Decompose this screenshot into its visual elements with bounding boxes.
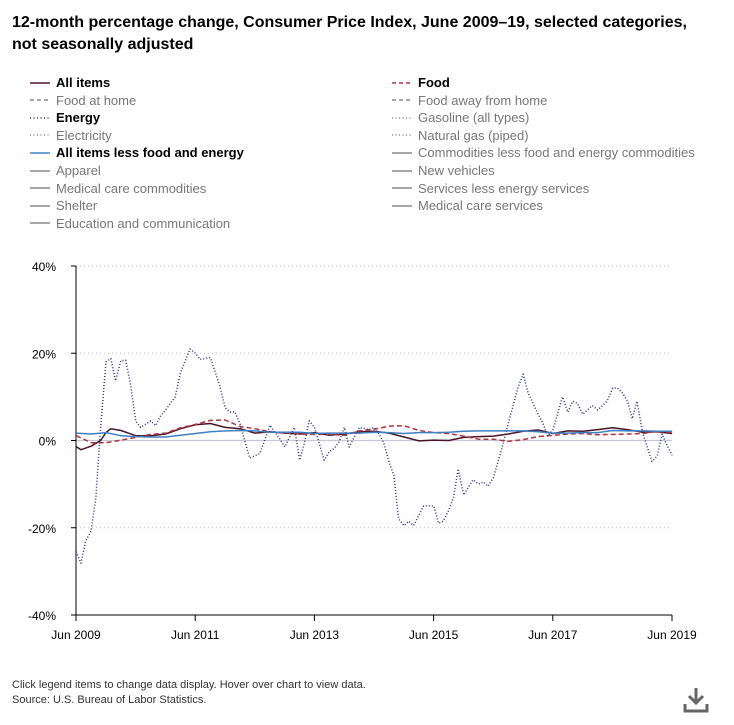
legend: All items Food Food at home Food away from …	[30, 74, 730, 239]
chart-title: 12-month percentage change, Consumer Pri…	[12, 14, 687, 53]
y-tick-label: 40%	[32, 260, 56, 274]
legend-swatch	[30, 99, 50, 101]
legend-item[interactable]: Education and communication	[30, 215, 230, 232]
download-button[interactable]	[683, 686, 709, 714]
x-tick-label: Jun 2011	[171, 628, 220, 642]
legend-label: Commodities less food and energy commodi…	[418, 145, 695, 161]
download-icon	[683, 688, 709, 713]
legend-swatch	[392, 204, 412, 207]
legend-swatch	[392, 99, 412, 101]
legend-item[interactable]: Apparel	[30, 162, 101, 179]
legend-swatch	[392, 81, 412, 84]
legend-label: Medical care commodities	[56, 180, 207, 196]
legend-swatch	[30, 81, 50, 84]
series-line-food[interactable]	[75, 419, 673, 444]
x-tick-label: Jun 2009	[51, 628, 101, 642]
legend-label: Food away from home	[418, 92, 548, 108]
footnote: Click legend items to change data displa…	[12, 678, 366, 708]
legend-label: Natural gas (piped)	[418, 127, 529, 143]
legend-item[interactable]: Services less energy services	[392, 180, 589, 197]
legend-label: All items	[56, 75, 111, 90]
legend-item[interactable]: Food away from home	[392, 92, 547, 109]
legend-swatch	[392, 187, 412, 189]
legend-label: New vehicles	[418, 163, 495, 178]
legend-label: Electricity	[56, 127, 112, 143]
series-line-energy[interactable]	[75, 348, 673, 564]
legend-label: Shelter	[56, 198, 98, 214]
footnote-instructions: Click legend items to change data displa…	[12, 679, 366, 691]
footnote-source: Source: U.S. Bureau of Labor Statistics.	[12, 694, 207, 706]
legend-item[interactable]: Food	[392, 74, 450, 91]
legend-item[interactable]: All items	[30, 74, 110, 91]
x-tick-label: Jun 2017	[528, 628, 578, 642]
legend-label: Education and communication	[56, 215, 231, 231]
x-tick-label: Jun 2015	[409, 628, 459, 642]
legend-label: Apparel	[56, 163, 101, 178]
legend-item[interactable]: All items less food and energy	[30, 144, 244, 161]
legend-label: Services less energy services	[418, 180, 590, 196]
legend-swatch	[392, 116, 412, 119]
y-tick-label: -20%	[28, 522, 56, 536]
legend-item[interactable]: Medical care commodities	[30, 180, 206, 197]
legend-item[interactable]: New vehicles	[392, 162, 495, 179]
legend-swatch	[392, 169, 412, 172]
legend-swatch	[392, 134, 412, 137]
legend-swatch	[30, 187, 50, 189]
chart-plot[interactable]: 40% 20% 0% -20% -40% Jun 2009 Jun 2011 Jun 2013…	[0, 250, 734, 650]
legend-item[interactable]: Food at home	[30, 92, 136, 109]
series-line-all-items-less-food-and-energy[interactable]	[76, 429, 673, 438]
legend-swatch	[392, 152, 412, 154]
y-tick-label: 20%	[32, 347, 56, 361]
legend-swatch	[30, 116, 50, 119]
legend-item[interactable]: Medical care services	[392, 197, 543, 214]
legend-label: Gasoline (all types)	[418, 110, 530, 126]
legend-item[interactable]: Shelter	[30, 197, 97, 214]
y-tick-label: 0%	[39, 435, 57, 449]
x-tick-label: Jun 2013	[290, 628, 340, 642]
legend-swatch	[30, 169, 50, 172]
legend-item[interactable]: Commodities less food and energy commodi…	[392, 144, 695, 161]
legend-item[interactable]: Electricity	[30, 127, 112, 144]
legend-label: Food	[418, 75, 450, 90]
legend-swatch	[30, 204, 50, 207]
legend-swatch	[30, 134, 50, 137]
legend-item[interactable]: Gasoline (all types)	[392, 109, 529, 126]
legend-item[interactable]: Natural gas (piped)	[392, 127, 529, 144]
y-tick-label: -40%	[28, 609, 56, 623]
legend-label: Food at home	[56, 92, 137, 108]
x-tick-label: Jun 2019	[647, 628, 697, 642]
legend-swatch	[30, 152, 50, 154]
legend-label: Medical care services	[418, 198, 543, 214]
legend-label: All items less food and energy	[56, 145, 244, 161]
legend-label: Energy	[56, 110, 101, 126]
legend-item[interactable]: Energy	[30, 109, 100, 126]
legend-swatch	[30, 222, 50, 225]
